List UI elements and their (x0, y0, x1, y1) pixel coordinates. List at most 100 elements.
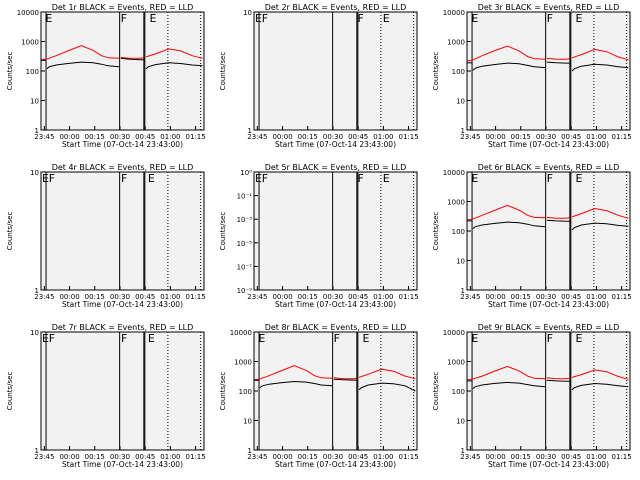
series-line-events (333, 378, 357, 381)
series-line-lld (467, 365, 546, 381)
x-tick-label: 23:45 (247, 453, 267, 461)
plot-area (41, 172, 204, 290)
x-tick-label: 01:15 (612, 293, 632, 301)
y-tick-label: 1 (35, 287, 39, 295)
y-tick-label: 1 (461, 447, 465, 455)
y-tick-label: 10 (243, 418, 252, 426)
panel-title: Det 8r BLACK = Events, RED = LLD (265, 323, 407, 332)
series-line-lld (333, 377, 357, 380)
series-line-events (120, 57, 144, 61)
x-tick-label: 01:00 (586, 453, 606, 461)
series-line-events (571, 222, 629, 231)
event-marker-e: E (576, 12, 583, 25)
y-tick-label: 1000 (234, 359, 252, 367)
y-axis-label: Counts/sec (219, 372, 227, 411)
x-tick-label: 01:00 (586, 133, 606, 141)
x-tick-label: 01:00 (373, 133, 393, 141)
x-tick-label: 00:15 (511, 293, 531, 301)
event-marker-e: E (255, 172, 262, 185)
panel-det-9r: E F E 1 10 100 1000 10000 Counts/sec 23:45 00:00 00… (432, 323, 632, 469)
x-tick-label: 00:30 (110, 133, 130, 141)
event-marker-e: E (383, 12, 390, 25)
plot-frame (253, 11, 418, 131)
x-tick-label: 00:30 (323, 133, 343, 141)
x-tick-label: 00:15 (511, 133, 531, 141)
x-tick-label: 23:45 (34, 293, 54, 301)
x-tick-label: 00:30 (110, 293, 130, 301)
y-tick-label: 10⁻⁷ (237, 263, 253, 271)
plot-area (467, 172, 630, 290)
panel-title: Det 5r BLACK = Events, RED = LLD (265, 163, 407, 172)
event-marker-e: E (576, 332, 583, 345)
x-tick-label: 00:00 (485, 453, 505, 461)
x-tick-label: 23:45 (460, 453, 480, 461)
y-tick-label: 10000 (443, 169, 465, 177)
y-tick-label: 1000 (447, 39, 465, 47)
x-tick-label: 01:15 (186, 133, 206, 141)
plot-area (254, 12, 417, 130)
series-line-lld (120, 56, 144, 59)
x-tick-label: 01:00 (373, 453, 393, 461)
x-tick-label: 00:00 (272, 453, 292, 461)
series-group (467, 204, 629, 231)
y-tick-label: 10000 (230, 329, 252, 337)
x-tick-label: 01:15 (399, 293, 419, 301)
series-line-events (358, 382, 416, 392)
panel-det-1r: E F E 1 10 100 1000 10000 Counts/sec 23:45 00:00 00… (6, 3, 206, 149)
y-tick-label: 100 (26, 68, 39, 76)
series-line-lld (467, 45, 546, 62)
event-marker-f: F (334, 332, 340, 345)
series-line-events (571, 63, 629, 72)
panel-det-8r: E F E 1 10 100 1000 10000 Counts/sec 23:45 00:00 00… (219, 323, 419, 469)
panel-title: Det 4r BLACK = Events, RED = LLD (52, 163, 194, 172)
y-tick-label: 10⁻³ (237, 216, 253, 224)
series-group (467, 365, 629, 391)
y-tick-label: 10000 (443, 9, 465, 17)
series-line-events (46, 61, 120, 70)
x-axis-label: Start Time (07-Oct-14 23:43:00) (62, 300, 183, 309)
series-line-events (472, 381, 546, 390)
x-axis-label: Start Time (07-Oct-14 23:43:00) (488, 300, 609, 309)
x-tick-label: 00:45 (561, 133, 581, 141)
y-tick-label: 10 (243, 9, 252, 17)
x-tick-label: 00:30 (323, 453, 343, 461)
x-tick-label: 00:15 (85, 133, 105, 141)
event-marker-e: E (576, 172, 583, 185)
x-tick-label: 00:00 (272, 293, 292, 301)
x-axis-label: Start Time (07-Oct-14 23:43:00) (62, 460, 183, 469)
y-tick-label: 1000 (447, 359, 465, 367)
event-marker-f: F (262, 172, 268, 185)
y-axis-label: Counts/sec (6, 52, 14, 91)
x-tick-label: 23:45 (247, 293, 267, 301)
x-tick-label: 00:30 (110, 453, 130, 461)
x-tick-label: 00:15 (298, 133, 318, 141)
y-axis-label: Counts/sec (219, 52, 227, 91)
x-axis-label: Start Time (07-Oct-14 23:43:00) (275, 300, 396, 309)
event-marker-f: F (547, 332, 553, 345)
plot-area (254, 172, 417, 290)
series-group (467, 45, 629, 72)
x-tick-label: 00:45 (135, 453, 155, 461)
y-axis-label: Counts/sec (432, 212, 440, 251)
series-line-lld (571, 369, 629, 380)
panel-title: Det 7r BLACK = Events, RED = LLD (52, 323, 194, 332)
series-line-lld (358, 368, 416, 380)
x-tick-label: 01:00 (160, 453, 180, 461)
event-marker-f: F (358, 12, 364, 25)
y-tick-label: 10 (456, 98, 465, 106)
event-marker-e: E (363, 332, 370, 345)
y-tick-label: 10 (30, 169, 39, 177)
x-tick-label: 23:45 (34, 453, 54, 461)
event-marker-f: F (121, 172, 127, 185)
event-marker-e: E (150, 12, 157, 25)
series-line-events (571, 382, 629, 391)
plot-frame (40, 171, 205, 291)
x-tick-label: 00:15 (85, 293, 105, 301)
x-axis-label: Start Time (07-Oct-14 23:43:00) (275, 140, 396, 149)
y-tick-label: 1 (248, 447, 252, 455)
panel-title: Det 1r BLACK = Events, RED = LLD (52, 3, 194, 12)
y-tick-label: 10⁻⁵ (237, 240, 253, 248)
event-marker-e: E (471, 12, 478, 25)
